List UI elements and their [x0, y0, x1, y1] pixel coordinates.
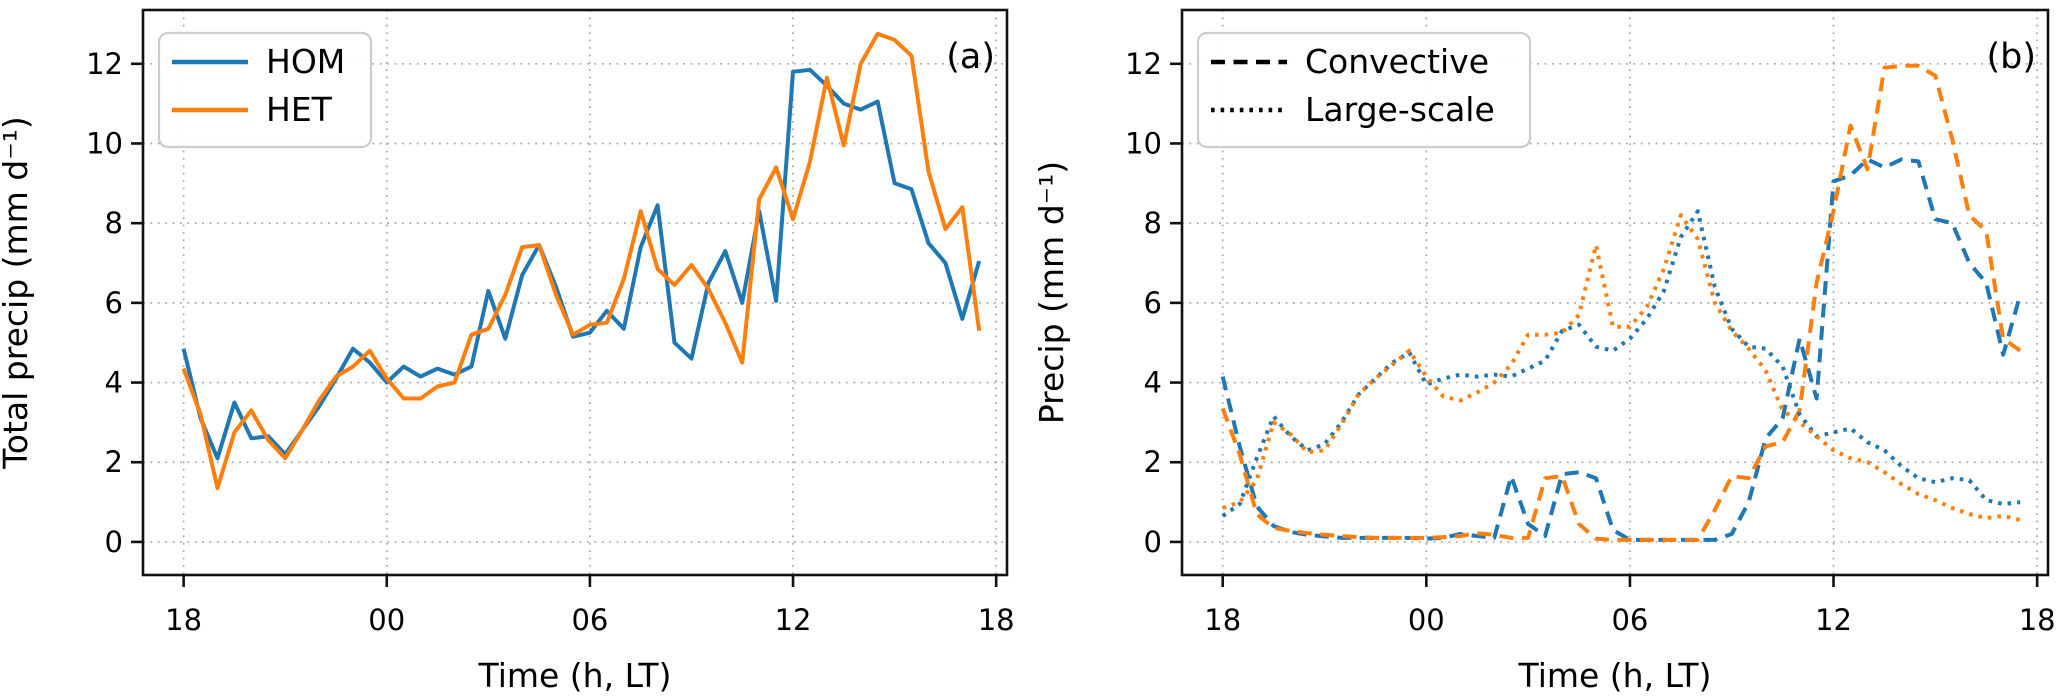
panel-b-yaxis-title: Precip (mm d⁻¹) — [1032, 161, 1071, 424]
panel-a-ytick-label: 4 — [105, 366, 123, 400]
panel-b-ytick-label: 0 — [1144, 525, 1162, 559]
panel-a-xaxis-title: Time (h, LT) — [478, 656, 672, 695]
legend-label-hom: HOM — [266, 42, 345, 81]
legend-label-large-scale: Large-scale — [1305, 90, 1495, 129]
panel-a-xtick-label: 18 — [978, 603, 1015, 637]
panel-b-xtick-label: 00 — [1408, 603, 1445, 637]
series-line-hom-convective — [1220, 157, 2023, 542]
panel-a-ytick-label: 0 — [105, 525, 123, 559]
panel-a-ytick-label: 12 — [86, 47, 123, 81]
panel-a-xtick-label: 12 — [775, 603, 812, 637]
panel-b-ytick-label: 12 — [1125, 47, 1162, 81]
panel-b-xtick-label: 18 — [1204, 603, 1241, 637]
panel-b-spines — [1180, 8, 2050, 577]
panel-b-xaxis-title: Time (h, LT) — [1518, 656, 1712, 695]
legend-label-het: HET — [266, 90, 333, 129]
panel-b-xtick-label: 18 — [2019, 603, 2056, 637]
panel-b-ytick-label: 8 — [1144, 206, 1162, 240]
panel-b-ytick-label: 10 — [1125, 126, 1162, 160]
panel-label-a: (a) — [946, 37, 995, 77]
series-line-het-convective — [1220, 63, 2022, 542]
panel-a-ytick-label: 6 — [105, 286, 123, 320]
panel-b-ytick-label: 2 — [1144, 445, 1162, 479]
panel-a-ytick-label: 8 — [105, 206, 123, 240]
legend-label-convective: Convective — [1305, 42, 1489, 81]
panel-a-xtick-label: 06 — [571, 603, 608, 637]
panel-a-ytick-label: 2 — [105, 445, 123, 479]
panel-a-spines — [141, 8, 1009, 577]
panel-label-b: (b) — [1986, 37, 2036, 77]
panel-b-xtick-label: 06 — [1611, 603, 1648, 637]
panel-a-ytick-label: 10 — [86, 126, 123, 160]
panel-b-ytick-label: 6 — [1144, 286, 1162, 320]
panel-a-xtick-label: 00 — [368, 603, 405, 637]
panel-a-yaxis-title: Total precip (mm d⁻¹) — [0, 116, 35, 470]
panel-a-xtick-label: 18 — [165, 603, 202, 637]
panel-b-xtick-label: 12 — [1815, 603, 1852, 637]
series-line-hom — [181, 67, 982, 461]
panel-b-ytick-label: 4 — [1144, 366, 1162, 400]
series-line-het — [181, 31, 982, 491]
